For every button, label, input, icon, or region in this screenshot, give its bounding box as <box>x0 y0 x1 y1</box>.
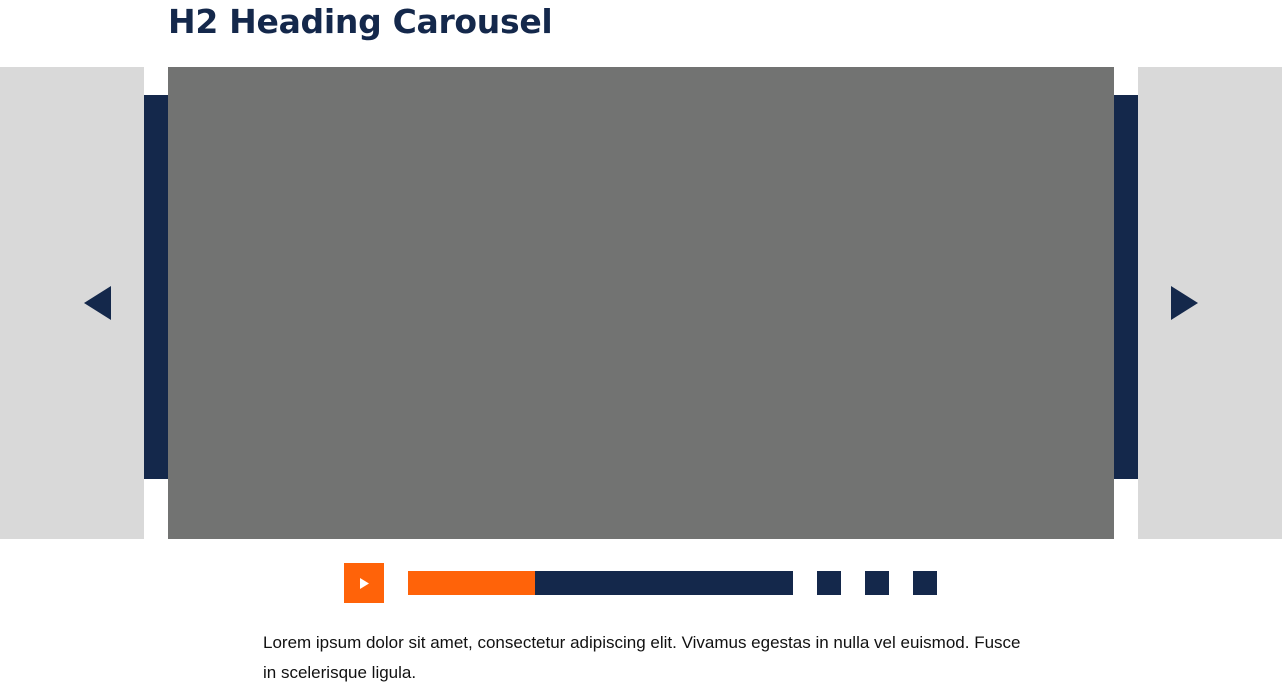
play-icon <box>360 578 369 589</box>
slide-progress-bar[interactable] <box>408 571 793 595</box>
carousel-slide <box>168 67 1114 539</box>
slide-progress-fill <box>408 571 536 595</box>
slide-indicator-1[interactable] <box>817 571 841 595</box>
left-accent-bar <box>144 95 168 479</box>
page-title: H2 Heading Carousel <box>168 2 553 41</box>
slide-indicator-3[interactable] <box>913 571 937 595</box>
previous-slide-preview <box>0 67 144 539</box>
play-button[interactable] <box>344 563 384 603</box>
triangle-right-icon <box>1171 286 1198 320</box>
slide-caption: Lorem ipsum dolor sit amet, consectetur … <box>263 633 1021 682</box>
right-accent-bar <box>1114 95 1138 479</box>
next-slide-preview <box>1138 67 1282 539</box>
slide-indicator-2[interactable] <box>865 571 889 595</box>
next-slide-button[interactable] <box>1138 67 1282 539</box>
previous-slide-button[interactable] <box>0 67 144 539</box>
triangle-left-icon <box>84 286 111 320</box>
